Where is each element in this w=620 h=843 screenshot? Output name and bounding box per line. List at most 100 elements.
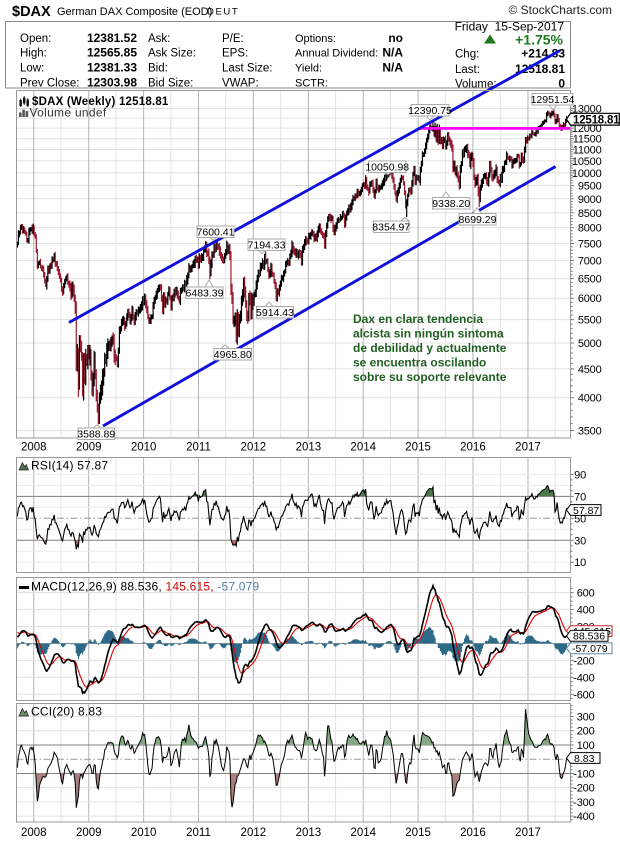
svg-text:5000: 5000 — [578, 338, 602, 350]
svg-text:12000: 12000 — [572, 123, 602, 135]
svg-text:2013: 2013 — [296, 827, 322, 839]
svg-text:Dax en clara tendencia: Dax en clara tendencia — [353, 312, 483, 326]
svg-text:7194.33: 7194.33 — [248, 240, 286, 252]
svg-text:Options:: Options: — [295, 33, 336, 45]
svg-text:7600.41: 7600.41 — [197, 227, 235, 239]
svg-text:2017: 2017 — [515, 442, 541, 454]
svg-text:7000: 7000 — [578, 255, 602, 267]
svg-text:RSI(14) 57.87: RSI(14) 57.87 — [31, 459, 108, 473]
svg-text:P/E:: P/E: — [222, 33, 244, 45]
svg-text:+214.83: +214.83 — [521, 47, 565, 61]
svg-text:-100: -100 — [573, 768, 594, 780]
svg-text:2012: 2012 — [241, 442, 267, 454]
svg-text:Last Size:: Last Size: — [222, 63, 273, 75]
svg-text:-400: -400 — [573, 672, 594, 684]
svg-text:600: 600 — [577, 588, 595, 600]
svg-text:300: 300 — [577, 711, 595, 723]
svg-text:Ask Size:: Ask Size: — [148, 48, 196, 60]
svg-text:200: 200 — [577, 726, 595, 738]
svg-text:-57.079: -57.079 — [572, 643, 608, 655]
svg-text:30: 30 — [574, 535, 586, 547]
svg-text:4000: 4000 — [578, 393, 602, 405]
svg-text:88.536: 88.536 — [573, 631, 605, 643]
svg-text:-400: -400 — [573, 811, 594, 823]
svg-text:4500: 4500 — [578, 364, 602, 376]
svg-text:-200: -200 — [573, 783, 594, 795]
svg-text:8354.97: 8354.97 — [372, 222, 410, 234]
svg-text:Bid:: Bid: — [148, 63, 168, 75]
svg-text:8.83: 8.83 — [574, 753, 595, 765]
svg-text:9000: 9000 — [578, 194, 602, 206]
svg-text:10500: 10500 — [572, 156, 602, 168]
svg-text:2008: 2008 — [21, 442, 47, 454]
svg-text:9500: 9500 — [578, 180, 602, 192]
svg-text:2009: 2009 — [76, 442, 102, 454]
svg-text:2014: 2014 — [350, 827, 376, 839]
svg-text:MACD(12,26,9) 88.536, 145.615,: MACD(12,26,9) 88.536, 145.615, -57.079 — [31, 580, 260, 594]
svg-text:8500: 8500 — [578, 208, 602, 220]
svg-text:11500: 11500 — [573, 134, 602, 146]
svg-text:70: 70 — [574, 491, 586, 503]
svg-text:2014: 2014 — [350, 442, 376, 454]
svg-text:10050.98: 10050.98 — [365, 162, 409, 174]
svg-text:100: 100 — [577, 740, 595, 752]
svg-text:2016: 2016 — [460, 442, 486, 454]
svg-text:57.87: 57.87 — [573, 505, 599, 517]
svg-text:5914.43: 5914.43 — [256, 307, 294, 319]
svg-text:Volume:: Volume: — [455, 79, 497, 91]
svg-text:2012: 2012 — [241, 827, 267, 839]
svg-text:11000: 11000 — [573, 145, 602, 157]
svg-text:12381.52: 12381.52 — [87, 31, 137, 45]
svg-text:Volume undef: Volume undef — [30, 106, 107, 120]
svg-text:3588.89: 3588.89 — [77, 429, 115, 441]
svg-text:Ask:: Ask: — [148, 33, 170, 45]
svg-text:4965.80: 4965.80 — [214, 349, 252, 361]
svg-text:2011: 2011 — [186, 442, 211, 454]
svg-text:400: 400 — [577, 605, 595, 617]
svg-text:Bid Size:: Bid Size: — [148, 78, 193, 90]
svg-text:Last:: Last: — [455, 64, 480, 76]
svg-text:Annual Dividend:: Annual Dividend: — [295, 48, 378, 60]
svg-text:VWAP:: VWAP: — [222, 78, 259, 90]
svg-text:alcista sin ningún sintoma: alcista sin ningún sintoma — [353, 327, 504, 341]
svg-text:2015: 2015 — [405, 442, 431, 454]
svg-text:9338.20: 9338.20 — [432, 198, 470, 210]
svg-text:2017: 2017 — [515, 827, 541, 839]
svg-text:Prev Close:: Prev Close: — [20, 78, 79, 90]
svg-text:$DAX (Weekly) 12518.81: $DAX (Weekly) 12518.81 — [32, 96, 169, 108]
svg-text:90: 90 — [574, 469, 586, 481]
svg-text:2013: 2013 — [296, 442, 322, 454]
svg-text:© StockCharts.com: © StockCharts.com — [508, 3, 612, 17]
svg-text:CCI(20) 8.83: CCI(20) 8.83 — [31, 705, 102, 719]
svg-text:de debilidad y actualmente: de debilidad y actualmente — [353, 341, 507, 355]
svg-text:6500: 6500 — [578, 274, 602, 286]
svg-text:12381.33: 12381.33 — [87, 61, 137, 75]
svg-text:0: 0 — [558, 77, 565, 91]
svg-text:8699.29: 8699.29 — [459, 214, 497, 226]
svg-text:12390.75: 12390.75 — [408, 105, 452, 117]
svg-text:-200: -200 — [573, 655, 594, 667]
svg-text:Low:: Low: — [20, 63, 44, 75]
svg-text:12518.81: 12518.81 — [515, 62, 565, 76]
svg-text:12951.54: 12951.54 — [531, 94, 575, 106]
svg-text:10000: 10000 — [572, 168, 602, 180]
svg-text:se encuentra oscilando: se encuentra oscilando — [353, 355, 486, 369]
svg-text:N/A: N/A — [382, 46, 403, 60]
svg-text:2008: 2008 — [21, 827, 47, 839]
svg-text:no: no — [388, 31, 403, 45]
svg-text:2015: 2015 — [405, 827, 431, 839]
svg-text:$DAX: $DAX — [12, 4, 51, 20]
svg-text:12565.85: 12565.85 — [87, 46, 137, 60]
svg-text:High:: High: — [20, 48, 47, 60]
svg-text:2010: 2010 — [131, 827, 157, 839]
svg-text:8000: 8000 — [578, 223, 602, 235]
svg-text:6000: 6000 — [578, 293, 602, 305]
svg-text:12303.98: 12303.98 — [87, 76, 137, 90]
svg-text:2011: 2011 — [186, 827, 211, 839]
svg-text:N/A: N/A — [382, 61, 403, 75]
svg-text:7500: 7500 — [578, 238, 602, 250]
svg-text:2016: 2016 — [460, 827, 486, 839]
svg-text:Friday 15-Sep-2017: Friday 15-Sep-2017 — [455, 20, 565, 34]
svg-text:sobre su soporte relevante: sobre su soporte relevante — [353, 370, 507, 384]
svg-text:Yield:: Yield: — [295, 63, 322, 75]
